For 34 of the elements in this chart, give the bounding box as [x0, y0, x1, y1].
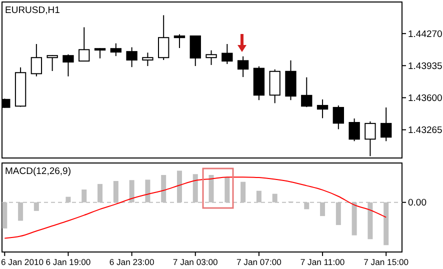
candlestick	[348, 118, 360, 142]
y-tick-label: 1.43600	[408, 93, 442, 104]
candlestick	[269, 68, 280, 104]
x-tick-label: 7 Jan 07:00	[236, 257, 282, 267]
y-tick-label: 1.43265	[408, 125, 442, 136]
candlestick	[222, 44, 233, 65]
candlestick	[190, 35, 201, 67]
candlestick	[126, 46, 138, 68]
candlestick	[62, 54, 74, 77]
x-tick-label: 6 Jan 23:00	[109, 257, 154, 267]
candlestick	[174, 34, 186, 49]
candlestick	[142, 52, 154, 67]
x-tick-label: 7 Jan 03:00	[172, 257, 218, 267]
x-tick-label: 6 Jan 19:00	[46, 257, 91, 267]
candlestick	[30, 44, 42, 77]
candlestick	[332, 104, 344, 130]
candlestick	[46, 54, 58, 72]
candlestick	[158, 14, 170, 60]
x-tick-label: 7 Jan 11:00	[300, 257, 345, 267]
ref-line-label: 0.00	[408, 198, 426, 209]
candlestick	[237, 56, 249, 78]
candlestick	[78, 26, 90, 62]
y-tick-label: 1.43935	[408, 60, 442, 72]
candlestick	[110, 42, 122, 57]
candlestick	[206, 50, 217, 66]
candlestick	[316, 98, 328, 119]
chart-title: EURUSD,H1	[5, 5, 60, 16]
x-tick-label: 6 Jan 2010	[1, 257, 44, 267]
chart-title: MACD(12,26,9)	[5, 166, 71, 177]
x-tick-label: 7 Jan 15:00	[364, 257, 409, 267]
y-tick-label: 1.44270	[408, 28, 442, 40]
candlestick	[94, 48, 106, 59]
candlestick	[301, 76, 312, 108]
candlestick	[380, 106, 392, 142]
